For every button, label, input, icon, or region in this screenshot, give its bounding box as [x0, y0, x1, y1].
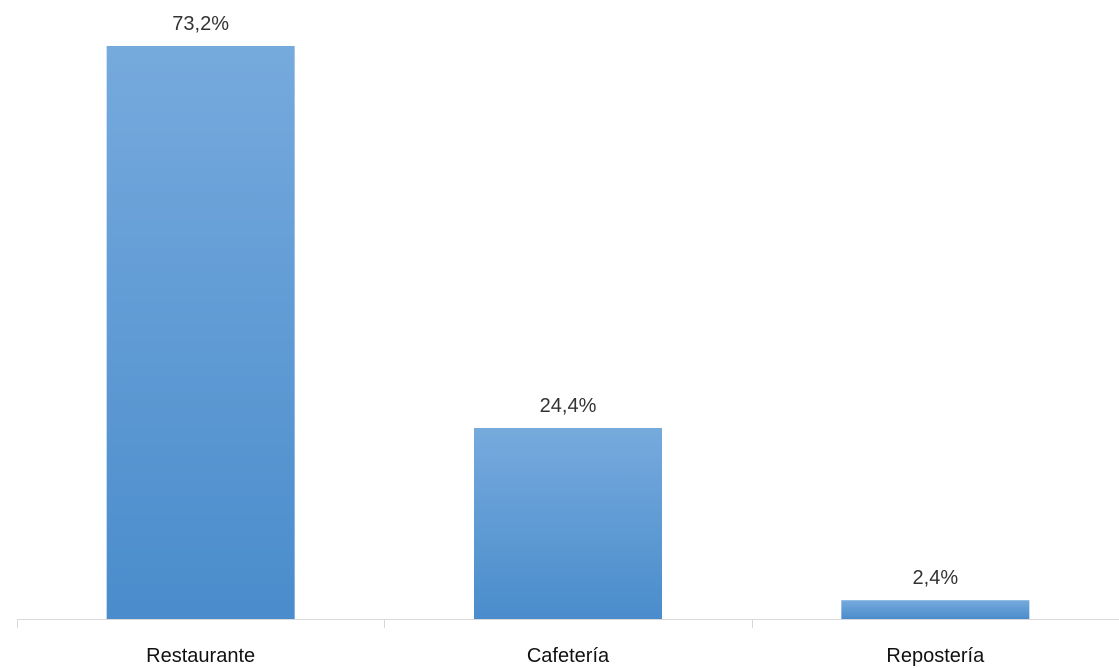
category-label-restaurante: Restaurante: [146, 645, 255, 667]
data-label-restaurante: 73,2%: [172, 13, 229, 35]
bar-restaurante: [106, 46, 295, 619]
category-label-cafetería: Cafetería: [527, 645, 610, 667]
data-label-cafetería: 24,4%: [540, 395, 597, 417]
x-axis: [17, 619, 1119, 628]
bar-cafetería: [474, 428, 662, 619]
category-label-repostería: Repostería: [886, 645, 985, 667]
data-label-repostería: 2,4%: [913, 567, 959, 589]
bar-repostería: [841, 600, 1030, 619]
bars-layer: [106, 46, 1030, 619]
labels-layer: 73,2% Restaurante 24,4% Cafetería 2,4% Repost…: [146, 13, 985, 667]
